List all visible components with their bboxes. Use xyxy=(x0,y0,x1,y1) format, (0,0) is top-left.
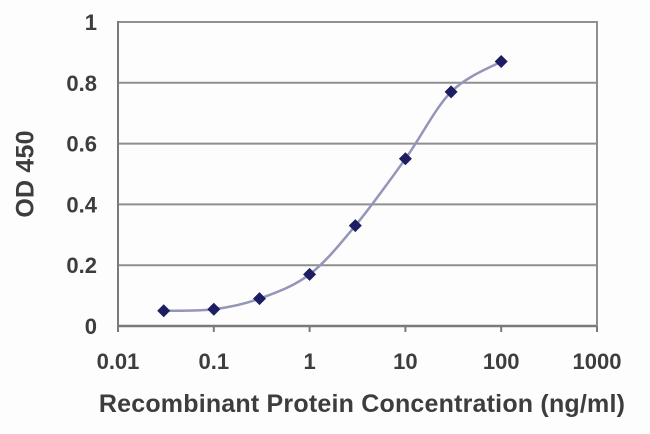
series-line xyxy=(162,60,503,313)
y-tick-label-0.4: 0.4 xyxy=(66,192,97,217)
y-axis-title: OD 450 xyxy=(11,130,40,218)
data-point-1ngml xyxy=(303,267,317,281)
data-point-30ngml xyxy=(444,85,458,99)
x-axis-title: Recombinant Protein Concentration (ng/ml… xyxy=(98,390,626,418)
data-point-0.1ngml xyxy=(207,302,221,316)
x-tick-label-0.1: 0.1 xyxy=(199,349,230,374)
y-tick-label-0.6: 0.6 xyxy=(66,132,97,157)
data-point-10ngml xyxy=(398,152,412,166)
y-tick-label-0.8: 0.8 xyxy=(66,71,97,96)
data-point-100ngml xyxy=(494,55,508,69)
data-point-3ngml xyxy=(348,219,362,233)
y-tick-label-1: 1 xyxy=(85,10,97,35)
x-tick-label-1000: 1000 xyxy=(573,349,622,374)
data-point-0.3ngml xyxy=(253,292,267,306)
y-tick-label-0: 0 xyxy=(85,314,97,339)
x-tick-label-10: 10 xyxy=(393,349,417,374)
x-tick-label-0.01: 0.01 xyxy=(97,349,140,374)
x-tick-label-100: 100 xyxy=(483,349,520,374)
x-tick-label-1: 1 xyxy=(303,349,315,374)
y-tick-label-0.2: 0.2 xyxy=(66,253,97,278)
data-point-0.03ngml xyxy=(157,304,171,318)
